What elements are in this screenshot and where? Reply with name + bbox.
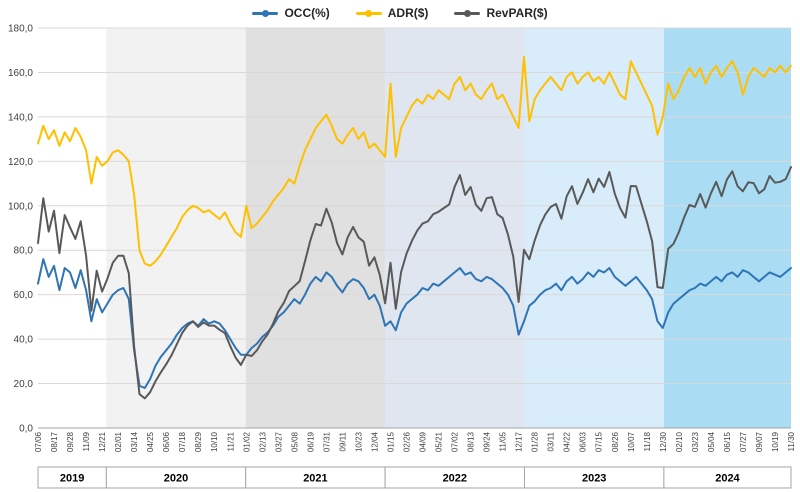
year-band-2022: [385, 28, 525, 428]
year-box-label: 2024: [715, 473, 740, 485]
year-box-label: 2019: [60, 473, 84, 485]
x-tick-label: 11/05: [499, 431, 508, 451]
x-tick-label: 02/26: [402, 431, 411, 452]
x-tick-label: 12/17: [515, 431, 524, 452]
x-tick-label: 06/03: [579, 431, 588, 452]
x-tick-label: 10/23: [354, 431, 363, 452]
year-box-label: 2021: [303, 473, 327, 485]
x-tick-label: 09/24: [483, 431, 492, 452]
chart-legend: OCC(%) ADR($) RevPAR($): [0, 4, 800, 22]
occ-line-swatch: [252, 9, 279, 17]
y-tick-label: 0,0: [19, 424, 33, 435]
x-tick-label: 05/21: [435, 431, 444, 452]
x-tick-label: 04/22: [563, 431, 572, 452]
x-tick-label: 07/18: [178, 431, 187, 452]
x-tick-label: 10/07: [627, 431, 636, 452]
x-tick-label: 10/19: [771, 431, 780, 452]
legend-item-occ: OCC(%): [252, 4, 330, 22]
x-tick-label: 04/09: [419, 431, 428, 452]
y-tick-label: 140,0: [8, 112, 33, 123]
x-tick-label: 02/10: [675, 431, 684, 452]
x-tick-label: 03/11: [547, 431, 556, 451]
y-tick-label: 40,0: [14, 335, 34, 346]
x-tick-label: 03/23: [691, 431, 700, 452]
x-tick-label: 07/15: [595, 431, 604, 452]
x-tick-label: 09/07: [755, 431, 764, 452]
x-tick-label: 06/06: [162, 431, 171, 452]
x-tick-label: 07/06: [34, 431, 43, 452]
x-tick-label: 02/13: [258, 431, 267, 452]
x-tick-label: 12/30: [659, 431, 668, 452]
x-tick-label: 03/27: [274, 431, 283, 452]
revpar-line-swatch: [454, 9, 481, 17]
year-band-2023: [524, 28, 664, 428]
legend-label-adr: ADR($): [387, 6, 429, 20]
x-tick-label: 11/30: [787, 431, 796, 451]
legend-item-revpar: RevPAR($): [454, 4, 548, 22]
series-line-RevPAR($): [37, 166, 792, 400]
y-tick-label: 120,0: [8, 157, 33, 168]
year-box-label: 2020: [164, 473, 188, 485]
x-tick-label: 01/28: [531, 431, 540, 452]
series-line-ADR($): [37, 55, 792, 267]
legend-label-occ: OCC(%): [284, 6, 330, 20]
series-line-OCC(%): [37, 258, 792, 389]
x-tick-label: 06/15: [723, 431, 732, 452]
x-tick-label: 08/29: [194, 431, 203, 452]
year-box-label: 2022: [443, 473, 467, 485]
x-tick-label: 12/04: [370, 431, 379, 452]
x-tick-label: 09/11: [338, 431, 347, 451]
x-tick-label: 04/25: [146, 431, 155, 452]
x-tick-label: 09/28: [66, 431, 75, 452]
y-tick-label: 180,0: [8, 24, 33, 35]
x-tick-label: 08/17: [50, 431, 59, 452]
year-band-2024: [663, 28, 791, 428]
legend-label-revpar: RevPAR($): [486, 6, 548, 20]
x-tick-label: 02/01: [114, 431, 123, 452]
x-tick-label: 11/09: [82, 431, 91, 451]
year-box-2024: [663, 466, 792, 489]
x-tick-label: 11/18: [643, 431, 652, 451]
x-tick-label: 06/19: [306, 431, 315, 452]
y-tick-label: 100,0: [8, 201, 33, 212]
x-tick-label: 07/27: [739, 431, 748, 452]
y-tick-label: 60,0: [14, 290, 34, 301]
adr-line-swatch: [355, 9, 382, 17]
x-tick-label: 07/02: [451, 431, 460, 452]
x-tick-label: 07/31: [322, 431, 331, 452]
x-tick-label: 03/14: [130, 431, 139, 452]
x-tick-label: 05/08: [290, 431, 299, 452]
y-tick-label: 20,0: [14, 379, 34, 390]
x-tick-label: 05/04: [707, 431, 716, 452]
legend-item-adr: ADR($): [355, 4, 429, 22]
x-tick-label: 01/15: [386, 431, 395, 452]
year-box-label: 2023: [582, 473, 606, 485]
x-tick-label: 10/10: [210, 431, 219, 452]
x-tick-label: 12/21: [98, 431, 107, 452]
x-tick-label: 11/21: [226, 431, 235, 451]
x-tick-label: 08/13: [467, 431, 476, 452]
x-tick-label: 08/26: [611, 431, 620, 452]
y-tick-label: 160,0: [8, 68, 33, 79]
x-tick-label: 01/02: [242, 431, 251, 452]
y-tick-label: 80,0: [14, 246, 34, 257]
